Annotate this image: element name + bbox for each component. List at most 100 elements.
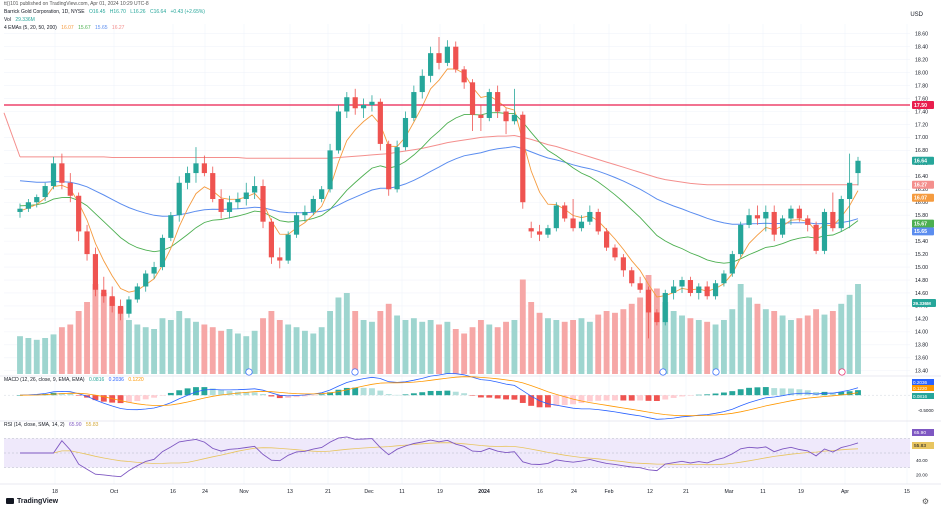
volume-bar (829, 311, 836, 374)
volume-bar (276, 320, 283, 374)
candle-body (805, 218, 811, 225)
macd-line (19, 373, 859, 420)
candle-body (377, 101, 383, 144)
macd-histogram-bar (301, 395, 308, 397)
price-tick-label: 16.40 (915, 174, 928, 180)
rsi-value: 65.90 (68, 422, 82, 428)
macd-histogram-bar (477, 395, 484, 398)
rsi-ma-tag-bg (912, 442, 934, 449)
volume-bar (444, 321, 451, 374)
volume-bar (394, 315, 401, 374)
macd-histogram-bar (687, 395, 694, 396)
rsi-ma-line (20, 442, 859, 466)
candle-body (536, 231, 543, 235)
candle-body (679, 280, 685, 287)
candle-body (176, 182, 182, 216)
price-tick-label: 17.20 (915, 122, 928, 128)
volume-bar (151, 329, 158, 374)
candle-body (696, 286, 702, 293)
volume-bar (251, 330, 258, 374)
time-tick-label: 21 (325, 489, 331, 495)
time-tick-label: 24 (202, 489, 208, 495)
volume-bar (318, 327, 325, 374)
volume-bar (218, 330, 225, 374)
macd-value: 0.2036 (108, 377, 124, 383)
ohlc-low: L16.26 (130, 9, 146, 15)
volume-bar (385, 303, 392, 374)
volume-bar (167, 320, 174, 374)
candle-body (402, 117, 409, 148)
candle-body (671, 286, 677, 293)
time-tick-label: 13 (287, 489, 293, 495)
macd-histogram-bar (762, 387, 769, 396)
volume-bar (369, 321, 375, 374)
volume-bar (779, 315, 786, 374)
macd-histogram-bar (662, 395, 669, 400)
volume-bar (67, 324, 74, 374)
candle-body (687, 280, 693, 293)
candle-body (495, 92, 501, 112)
price-tick-label: 14.60 (915, 291, 928, 297)
time-tick-label: Apr (841, 489, 849, 495)
candle-body (645, 289, 652, 313)
volume-bar (268, 311, 275, 374)
macd-histogram-bar (595, 395, 602, 401)
macd-histogram-bar (134, 395, 141, 402)
macd-histogram-bar (184, 388, 191, 396)
volume-bar (260, 318, 266, 374)
macd-histogram-bar (578, 395, 585, 404)
candle-body (126, 299, 132, 314)
macd-histogram-bar (796, 389, 803, 396)
candle-body (67, 182, 73, 196)
price-tick-label: 13.40 (915, 369, 928, 375)
macd-histogram-bar (352, 387, 359, 396)
candle-body (545, 228, 551, 235)
macd-histogram-bar (360, 387, 367, 396)
candle-body (738, 224, 744, 255)
macd-histogram-bar (167, 392, 174, 396)
price-tick-label: 14.20 (915, 317, 928, 323)
resistance-price-tag: 17.50 (914, 103, 927, 109)
volume-bar (511, 320, 518, 374)
volume-bar (226, 329, 233, 374)
macd-histogram-bar (712, 393, 719, 396)
candle-body (193, 163, 199, 174)
volume-bar (469, 327, 476, 374)
volume-bar (436, 324, 442, 374)
macd-histogram-bar (251, 392, 258, 396)
macd-histogram-bar (377, 390, 384, 396)
volume-bar (528, 302, 535, 374)
last-price-tag: 16.64 (914, 159, 927, 165)
tradingview-logo-icon (6, 498, 14, 505)
candle-body (344, 97, 350, 112)
macd-histogram-bar (704, 394, 711, 396)
price-tick-label: 18.60 (915, 32, 928, 38)
volume-bar (461, 333, 468, 374)
candle-body (587, 211, 593, 222)
earnings-marker-icon (659, 368, 667, 376)
candle-body (369, 101, 375, 106)
macd-histogram-bar (276, 395, 283, 399)
volume-bar (184, 318, 191, 374)
rsi-tag: 65.90 (914, 430, 926, 436)
price-tick-label: 14.80 (915, 278, 928, 284)
candle-body (210, 173, 216, 199)
volume-bar (17, 336, 23, 374)
ohlc-close: C16.64 (149, 9, 167, 15)
macd-histogram-bar (670, 395, 677, 398)
time-tick-label: 16 (537, 489, 543, 495)
candle-body (721, 273, 727, 284)
volume-bar (729, 309, 736, 374)
candle-body (394, 147, 400, 190)
settings-gear-icon[interactable]: ⚙ (921, 497, 929, 506)
earnings-marker-icon (838, 368, 846, 376)
candle-body (277, 257, 283, 261)
candle-body (528, 228, 534, 232)
price-tick-label: 17.40 (915, 109, 928, 115)
candle-body (319, 189, 325, 199)
macd-histogram-bar (452, 391, 459, 396)
volume-bar (855, 284, 861, 374)
macd-histogram-bar (519, 395, 526, 403)
macd-histogram-bar (779, 388, 786, 396)
